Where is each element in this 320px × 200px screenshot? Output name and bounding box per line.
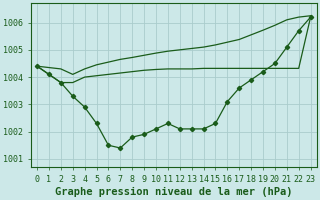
X-axis label: Graphe pression niveau de la mer (hPa): Graphe pression niveau de la mer (hPa) — [55, 186, 292, 197]
